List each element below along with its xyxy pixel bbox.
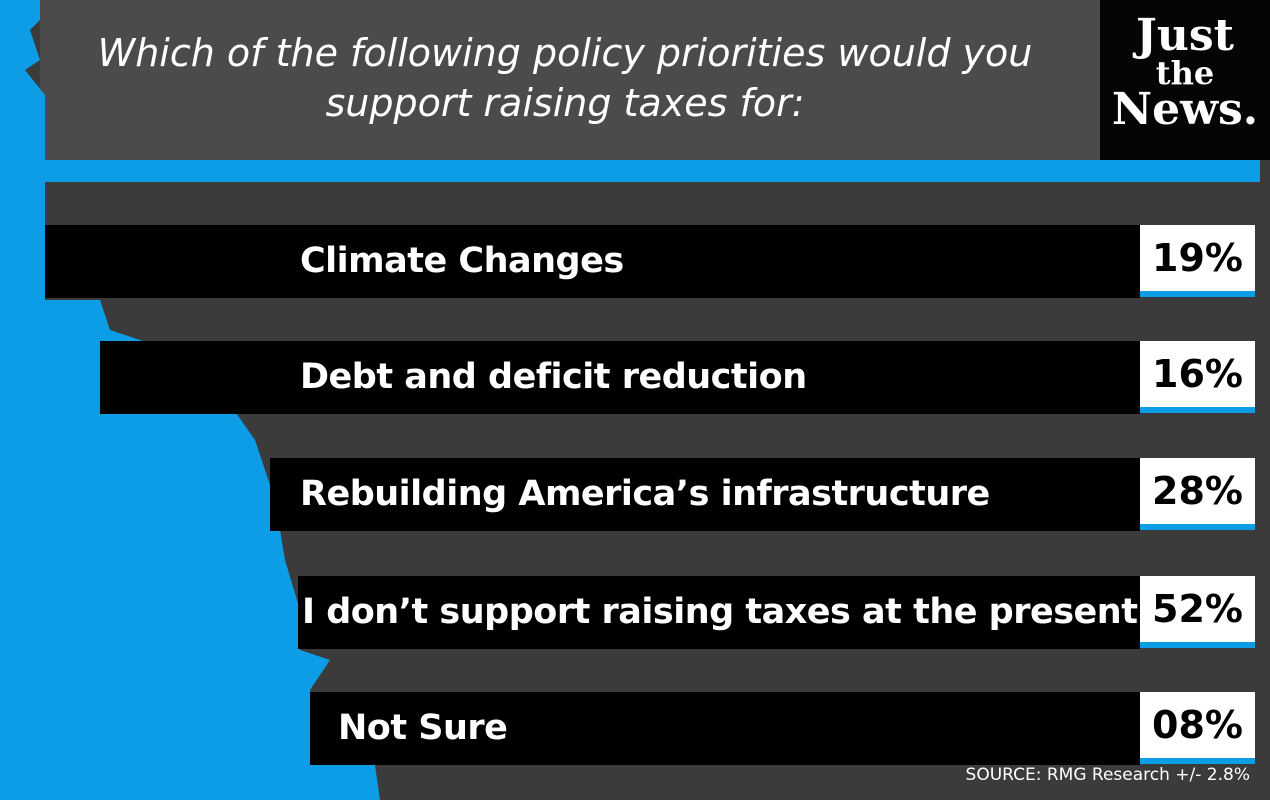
row-value: 08% <box>1152 703 1243 747</box>
row-label: Debt and deficit reduction <box>300 357 807 397</box>
row-label: Not Sure <box>338 708 508 748</box>
row-bar <box>270 458 1140 531</box>
row-label: Climate Changes <box>300 241 624 281</box>
row-value-box: 28% <box>1140 458 1255 530</box>
row-label: I don’t support raising taxes at the pre… <box>302 592 1237 632</box>
row-label: Rebuilding America’s infrastructure <box>300 474 990 514</box>
row-bar <box>100 341 1140 414</box>
row-value: 28% <box>1152 469 1243 513</box>
row-value: 52% <box>1152 587 1243 631</box>
row-value-box: 19% <box>1140 225 1255 297</box>
accent-strip <box>40 160 1260 182</box>
logo-word: Just <box>1136 10 1234 61</box>
row-value: 19% <box>1152 236 1243 280</box>
row-value: 16% <box>1152 352 1243 396</box>
source: SOURCE: RMG Research +/- 2.8% <box>965 765 1250 785</box>
row-bar <box>45 225 1140 298</box>
row-value-box: 52% <box>1140 576 1255 648</box>
row-bar <box>298 576 1140 649</box>
logo-word: News. <box>1111 84 1259 135</box>
title: Which of the following policy priorities… <box>97 31 1033 125</box>
row-value-box: 08% <box>1140 692 1255 764</box>
logo-word: the <box>1155 54 1215 92</box>
title-panel <box>40 0 1100 160</box>
row-value-box: 16% <box>1140 341 1255 413</box>
logo: Just the News. <box>1100 0 1270 160</box>
row-bar <box>310 692 1140 765</box>
